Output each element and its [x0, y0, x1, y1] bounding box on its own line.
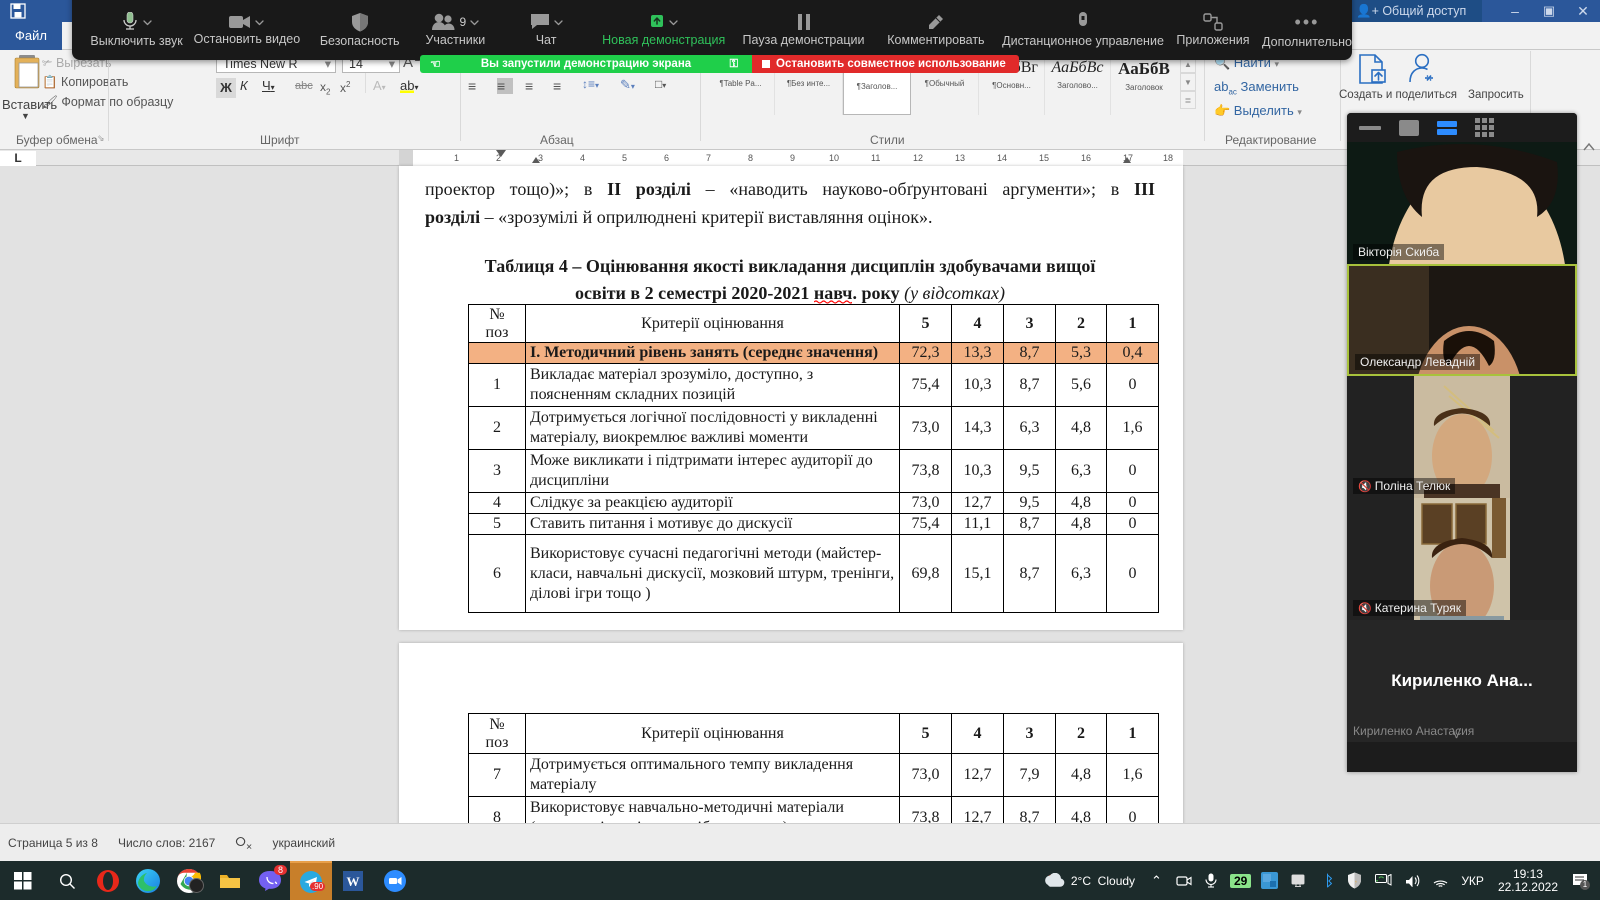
svg-text:W: W — [347, 874, 360, 889]
